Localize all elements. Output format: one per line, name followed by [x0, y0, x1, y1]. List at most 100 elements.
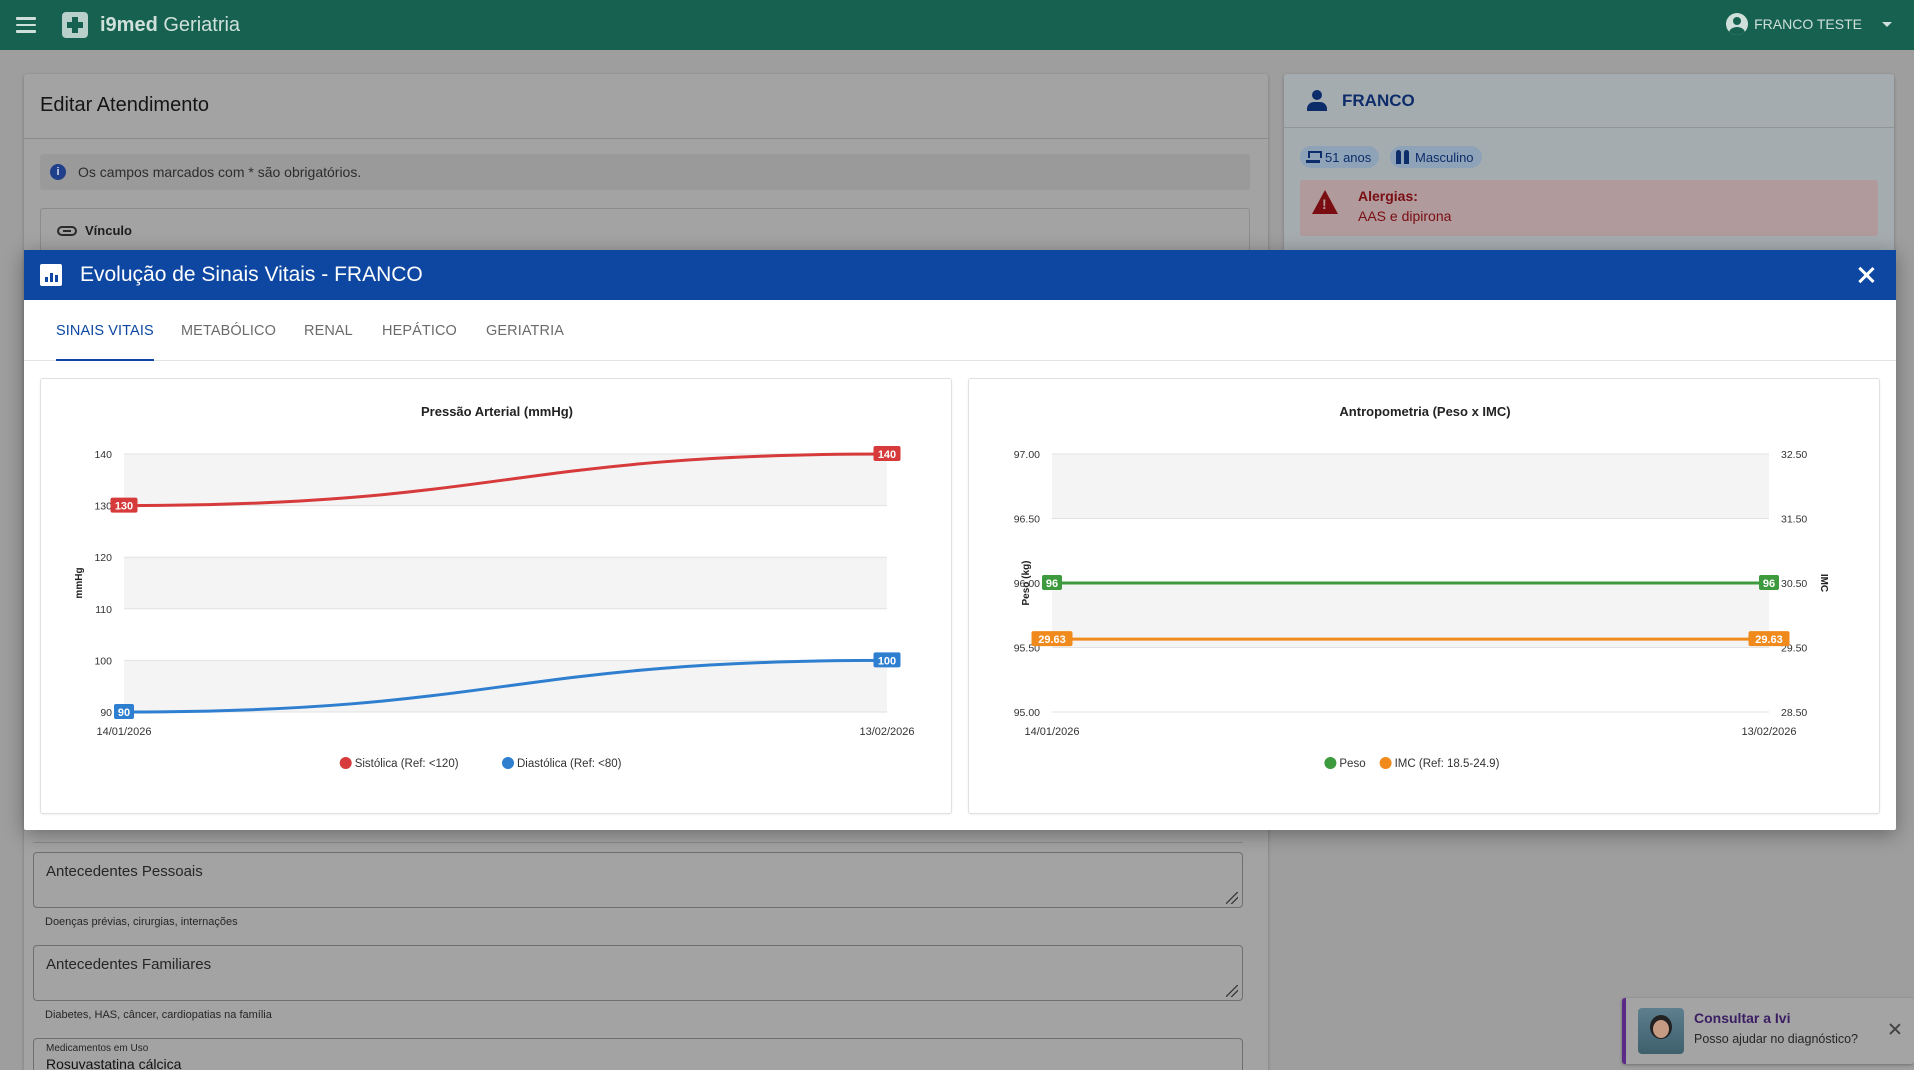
patient-header: FRANCO: [1284, 74, 1894, 128]
blood-pressure-chart: Pressão Arterial (mmHg) 90 100 110 120 130 140…: [74, 404, 915, 770]
antecedentes-familiares-field[interactable]: Antecedentes Familiares: [33, 945, 1243, 1001]
app-brand: i9med Geriatria: [100, 13, 241, 36]
data-label: 96: [1763, 578, 1775, 590]
y-tick-label: 97.00: [1014, 449, 1040, 461]
legend-label: Peso: [1339, 758, 1365, 770]
person-icon: [1306, 89, 1328, 112]
warning-icon: !: [1312, 190, 1338, 214]
menu-icon[interactable]: [16, 10, 46, 40]
data-label: 29.63: [1038, 634, 1066, 646]
close-icon[interactable]: [1888, 1022, 1902, 1036]
cake-icon: [1306, 151, 1322, 163]
wc-gender-icon: [1396, 150, 1410, 164]
y-tick-label: 100: [94, 655, 112, 667]
data-label: 100: [878, 655, 896, 667]
tab-sinais-vitais[interactable]: SINAIS VITAIS: [56, 300, 154, 361]
field-label: Antecedentes Pessoais: [46, 863, 203, 880]
data-label-box: [1748, 631, 1790, 647]
field-help-text: Diabetes, HAS, câncer, cardiopatias na f…: [45, 1009, 272, 1021]
allergy-alert: ! Alergias: AAS e dipirona: [1300, 180, 1878, 236]
data-label: 90: [118, 707, 130, 719]
grid-band: [124, 557, 887, 609]
chart-title: Antropometria (Peso x IMC): [1339, 404, 1510, 419]
ivi-assistant-popup[interactable]: Consultar a Ivi Posso ajudar no diagnóst…: [1622, 998, 1914, 1064]
link-icon: [57, 225, 77, 236]
data-label: 140: [878, 449, 896, 461]
legend-marker: [502, 757, 514, 769]
field-help-text: Doenças prévias, cirurgias, internações: [45, 916, 238, 928]
data-label: 96: [1046, 578, 1058, 590]
field-label: Antecedentes Familiares: [46, 956, 212, 973]
x-tick-label: 13/02/2026: [859, 726, 914, 738]
data-label-box: [1042, 575, 1062, 590]
grid-band: [1052, 583, 1769, 648]
user-menu[interactable]: FRANCO TESTE: [1726, 13, 1892, 35]
page-title: Editar Atendimento: [40, 94, 209, 116]
vital-signs-dialog: Evolução de Sinais Vitais - FRANCO SINAI…: [24, 250, 1896, 830]
required-fields-info: i Os campos marcados com * são obrigatór…: [40, 154, 1250, 190]
y-tick-label: 130: [94, 501, 112, 513]
tab-metabolico[interactable]: METABÓLICO: [181, 322, 276, 339]
arrow-drop-down-icon: [1882, 21, 1892, 27]
y-tick-label: 140: [94, 449, 112, 461]
vinculo-header: Vínculo: [57, 223, 132, 238]
medical-cross-logo-icon: [62, 12, 88, 38]
data-label-box: [1031, 631, 1073, 647]
medicamentos-field[interactable]: Medicamentos em Uso Rosuvastatina cálcic…: [33, 1038, 1243, 1070]
close-icon[interactable]: [1854, 263, 1878, 287]
y-tick-label: 96.50: [1014, 514, 1040, 526]
bar-chart-icon: [40, 264, 62, 286]
data-label-box: [1759, 575, 1779, 590]
y-tick-label: 120: [94, 552, 112, 564]
dialog-header: Evolução de Sinais Vitais - FRANCO: [24, 250, 1896, 300]
data-label-box: [873, 652, 901, 668]
resize-handle-icon[interactable]: [1226, 892, 1238, 904]
y-axis-label: mmHg: [74, 567, 85, 598]
resize-handle-icon[interactable]: [1226, 985, 1238, 997]
antecedentes-pessoais-field[interactable]: Antecedentes Pessoais: [33, 852, 1243, 908]
legend-label: Sistólica (Ref: <120): [355, 758, 459, 770]
y-right-tick-label: 28.50: [1781, 707, 1807, 719]
series-line: [123, 452, 888, 508]
y-tick-label: 95.00: [1014, 707, 1040, 719]
x-tick-label: 13/02/2026: [1741, 726, 1796, 738]
grid-band: [1052, 454, 1769, 519]
field-value: Rosuvastatina cálcica: [46, 1056, 182, 1070]
tab-bar: SINAIS VITAIS METABÓLICO RENAL HEPÁTICO …: [24, 300, 1896, 361]
legend-marker: [339, 757, 352, 769]
info-icon: i: [50, 164, 66, 180]
x-tick-label: 14/01/2026: [1024, 726, 1079, 738]
series-line: [123, 658, 888, 714]
divider: [33, 842, 1243, 843]
data-label: 29.63: [1755, 634, 1783, 646]
y-axis-label: Peso (kg): [1021, 560, 1032, 605]
legend-marker: [1379, 757, 1392, 769]
patient-summary-card: FRANCO 51 anos Masculino ! Alergias: AAS…: [1284, 74, 1894, 254]
dialog-title: Evolução de Sinais Vitais - FRANCO: [80, 263, 423, 286]
anthropometry-chart: Antropometria (Peso x IMC)95.0095.5096.0…: [1014, 404, 1829, 770]
allergy-text: AAS e dipirona: [1358, 208, 1452, 224]
allergy-title: Alergias:: [1358, 188, 1418, 204]
vinculo-label: Vínculo: [85, 223, 132, 238]
data-label-box: [873, 446, 901, 461]
sex-value: Masculino: [1415, 149, 1474, 165]
age-chip: 51 anos: [1300, 146, 1380, 168]
patient-name: FRANCO: [1342, 90, 1415, 110]
y-right-tick-label: 31.50: [1781, 514, 1807, 526]
assistant-avatar: [1638, 1008, 1684, 1054]
tab-geriatria[interactable]: GERIATRIA: [486, 322, 564, 339]
user-name: FRANCO TESTE: [1754, 16, 1862, 32]
data-label-box: [110, 497, 138, 513]
legend-marker: [1324, 757, 1337, 769]
legend-label: IMC (Ref: 18.5-24.9): [1395, 758, 1500, 770]
info-text: Os campos marcados com * são obrigatório…: [78, 164, 362, 180]
age-value: 51 anos: [1325, 149, 1372, 165]
account-circle-icon: [1726, 13, 1749, 35]
sex-chip: Masculino: [1390, 146, 1482, 168]
tab-renal[interactable]: RENAL: [304, 322, 353, 339]
data-label-box: [114, 704, 134, 719]
y-tick-label: 110: [95, 604, 112, 616]
y-right-axis-label: IMC: [1818, 574, 1829, 592]
anthropometry-chart-card: Antropometria (Peso x IMC) 95.00 95.50 96.0…: [968, 378, 1880, 814]
tab-hepatico[interactable]: HEPÁTICO: [382, 322, 457, 339]
